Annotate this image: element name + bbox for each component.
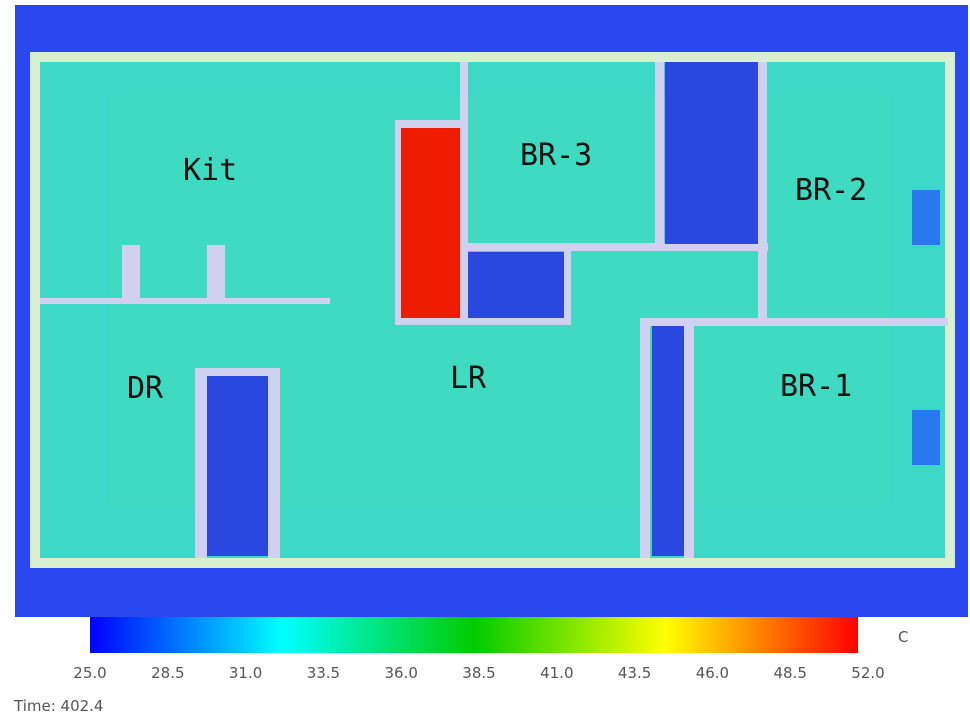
colorbar [90,617,858,653]
wall [40,298,330,304]
wall [195,368,207,558]
colorbar-label: 43.5 [618,664,651,682]
colorbar-unit: C [898,628,908,646]
wall [460,62,468,324]
floor-plan [15,5,968,617]
closet [468,252,564,318]
wall [268,368,280,558]
wall [122,245,140,300]
closet [207,376,268,556]
closet [652,326,684,556]
wall [655,62,664,245]
wall [564,245,571,325]
wall [758,62,767,322]
wall [468,243,768,251]
colorbar-label: 38.5 [462,664,495,682]
wall [395,318,570,325]
room-label: BR-3 [520,138,592,173]
colorbar-label: 52.0 [851,664,884,682]
colorbar-label: 33.5 [307,664,340,682]
colorbar-label: 48.5 [773,664,806,682]
wall [395,120,465,128]
room-label: BR-2 [795,173,867,208]
window [912,410,940,465]
colorbar-label: 28.5 [151,664,184,682]
room-label: LR [450,361,487,396]
wall [640,318,948,326]
colorbar-ticks: 25.0 28.5 31.0 33.5 36.0 38.5 41.0 43.5 46.0 48.5… [73,664,884,682]
room-label: BR-1 [780,369,852,404]
hot-object [400,125,460,320]
scene: Kit BR-3 BR-2 DR LR BR-1 C 25.0 28.5 31.0 3… [0,0,970,719]
wall [395,120,401,324]
room-label: Kit [183,153,237,188]
wall [640,318,650,558]
colorbar-label: 46.0 [696,664,729,682]
window [912,190,940,245]
room-label: DR [127,371,164,406]
wall [195,368,280,376]
wall [684,326,694,558]
colorbar-label: 31.0 [229,664,262,682]
closet [665,62,760,244]
colorbar-label: 25.0 [73,664,106,682]
colorbar-label: 36.0 [384,664,417,682]
time-label: Time: 402.4 [13,697,103,715]
colorbar-label: 41.0 [540,664,573,682]
wall [207,245,225,300]
